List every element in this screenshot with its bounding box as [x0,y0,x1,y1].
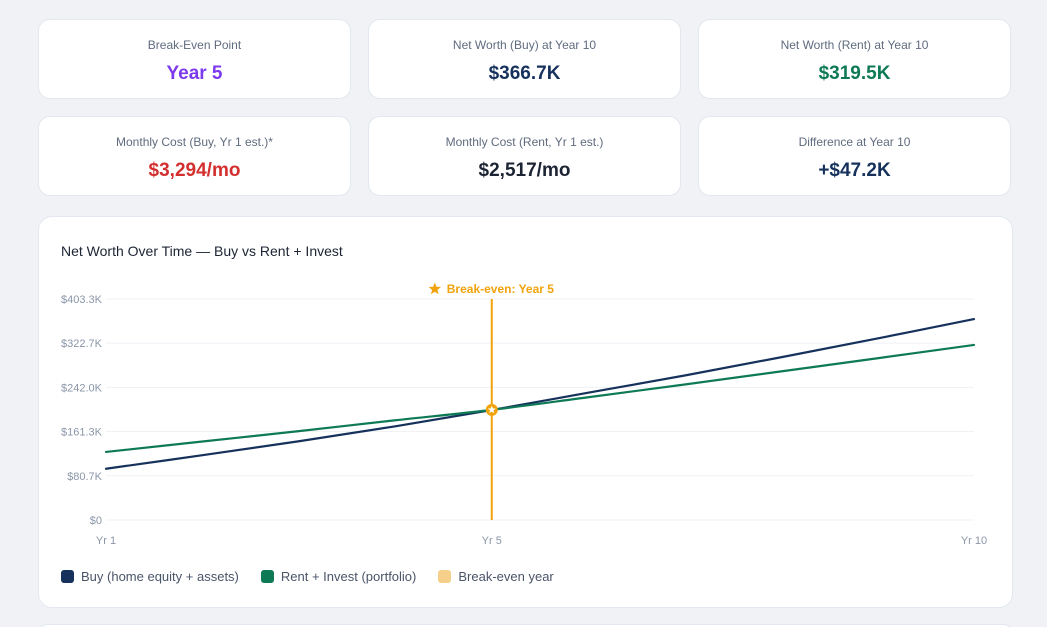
stat-card-monthly-cost-rent: Monthly Cost (Rent, Yr 1 est.) $2,517/mo [368,116,681,196]
y-tick-label: $322.7K [61,338,103,350]
stat-label: Net Worth (Buy) at Year 10 [452,38,597,52]
stat-card-difference: Difference at Year 10 +$47.2K [698,116,1011,196]
x-tick-label: Yr 1 [96,535,116,547]
stat-card-break-even: Break-Even Point Year 5 [38,19,351,99]
stat-value: +$47.2K [818,160,891,181]
break-even-label: Break-even: Year 5 [447,282,555,296]
y-tick-label: $80.7K [67,471,103,483]
legend-swatch-break-even [438,570,452,583]
stat-value: $366.7K [488,63,561,84]
legend-swatch-rent [260,570,274,583]
y-tick-label: $0 [90,515,102,527]
star-icon [428,282,441,295]
y-tick-label: $242.0K [61,382,103,394]
legend-swatch-buy [61,570,74,583]
stat-value: $319.5K [818,63,891,84]
stat-card-net-worth-buy: Net Worth (Buy) at Year 10 $366.7K [368,19,681,99]
legend-label: Rent + Invest (portfolio) [280,569,417,584]
stat-label: Net Worth (Rent) at Year 10 [780,38,929,52]
stat-value: $2,517/mo [478,160,571,181]
x-tick-label: Yr 5 [482,535,502,547]
legend-item-rent[interactable]: Rent + Invest (portfolio) [260,569,417,584]
chart-card: Net Worth Over Time — Buy vs Rent + Inve… [38,216,1013,608]
stat-label: Monthly Cost (Buy, Yr 1 est.)* [116,135,273,149]
net-worth-chart: $0 $80.7K $161.3K $242.0K $322.7K $403.3K Yr 1… [61,282,987,547]
legend-item-break-even[interactable]: Break-even year [438,569,554,584]
y-tick-label: $403.3K [61,294,103,306]
stat-value: $3,294/mo [148,160,241,181]
chart-title: Net Worth Over Time — Buy vs Rent + Inve… [61,243,343,259]
legend-label: Break-even year [458,569,554,584]
star-icon [487,405,496,414]
legend-item-buy[interactable]: Buy (home equity + assets) [61,569,239,584]
stat-label: Difference at Year 10 [798,135,911,149]
stat-label: Break-Even Point [147,38,242,52]
x-tick-label: Yr 10 [961,535,987,547]
stat-value: Year 5 [166,63,223,84]
series-line-buy [104,317,976,470]
y-tick-label: $161.3K [61,427,103,439]
stat-card-monthly-cost-buy: Monthly Cost (Buy, Yr 1 est.)* $3,294/mo [38,116,351,196]
series-line-rent [104,343,976,454]
legend-label: Buy (home equity + assets) [81,569,239,584]
stat-label: Monthly Cost (Rent, Yr 1 est.) [445,135,604,149]
chart-legend: Buy (home equity + assets) Rent + Invest… [61,569,576,584]
stat-card-net-worth-rent: Net Worth (Rent) at Year 10 $319.5K [698,19,1011,99]
